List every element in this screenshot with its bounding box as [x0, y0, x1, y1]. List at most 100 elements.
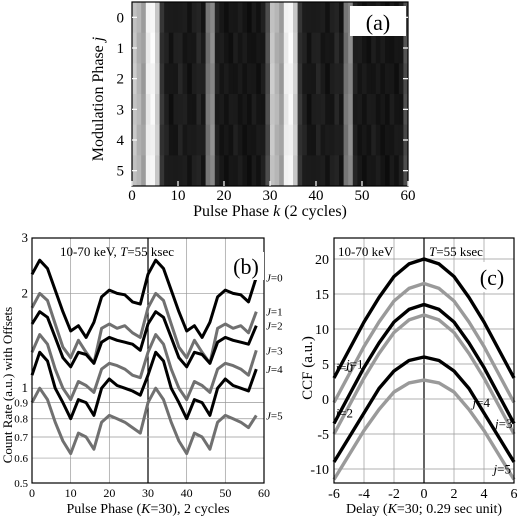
- heatmap-cell: [251, 124, 257, 156]
- heatmap-cell: [316, 32, 321, 64]
- heatmap-cell: [283, 32, 289, 64]
- heatmap-cell: [357, 155, 363, 187]
- heatmap-cell: [228, 63, 234, 95]
- heatmap-cell: [173, 63, 179, 95]
- heatmap-cell: [182, 2, 188, 34]
- ytick-label: 5: [117, 164, 125, 180]
- heatmap-cell: [274, 155, 280, 187]
- heatmap-cell: [145, 32, 151, 64]
- heatmap-cell: [279, 32, 285, 64]
- ytick-label: -10: [310, 463, 329, 478]
- heatmap-cell: [242, 2, 248, 34]
- heatmap-cell: [302, 124, 308, 156]
- heatmap-cell: [297, 32, 303, 64]
- heatmap-cell: [306, 2, 312, 34]
- series-label: J=2: [266, 321, 283, 333]
- heatmap-cell: [256, 155, 262, 187]
- heatmap-cell: [329, 63, 335, 95]
- heatmap-cell: [306, 63, 312, 95]
- heatmap-cell: [191, 63, 197, 95]
- heatmap-cell: [178, 124, 183, 156]
- heatmap-cell: [214, 63, 220, 95]
- heatmap-cell: [270, 94, 275, 126]
- heatmap-cell: [205, 124, 211, 156]
- heatmap-cell: [352, 94, 358, 126]
- heatmap-cell: [293, 63, 298, 95]
- series-label: j=3: [493, 416, 512, 431]
- ytick-label: 15: [315, 288, 329, 303]
- heatmap-cell: [224, 2, 229, 34]
- heatmap-cell: [302, 63, 308, 95]
- heatmap-cell: [316, 63, 321, 95]
- heatmap-cell: [389, 124, 395, 156]
- heatmap-cell: [371, 63, 377, 95]
- heatmap-cell: [219, 63, 225, 95]
- heatmap-cell: [247, 32, 252, 64]
- heatmap-cell: [260, 94, 266, 126]
- heatmap-cell: [233, 155, 239, 187]
- heatmap-cell: [375, 155, 381, 187]
- ytick-label: 1: [22, 380, 29, 395]
- heatmap-cell: [187, 2, 193, 34]
- heatmap-cell: [380, 32, 386, 64]
- series-line: [30, 258, 258, 339]
- panel-b: Count Rate (a.u.) with Offsets 10-70 keV…: [0, 230, 283, 517]
- heatmap-cell: [348, 63, 354, 95]
- heatmap-cell: [141, 155, 147, 187]
- xtick-label: 40: [309, 188, 324, 204]
- heatmap-cell: [210, 124, 216, 156]
- heatmap-cell: [242, 94, 248, 126]
- heatmap-cell: [224, 32, 229, 64]
- series-line: [30, 386, 258, 456]
- heatmap-cell: [297, 2, 303, 34]
- heatmap-cell: [288, 155, 294, 187]
- xtick-label: -6: [328, 487, 340, 502]
- heatmap-cell: [265, 155, 271, 187]
- heatmap-cell: [178, 63, 183, 95]
- heatmap-cell: [297, 94, 303, 126]
- heatmap-cell: [164, 32, 170, 64]
- heatmap-cell: [288, 124, 294, 156]
- panel-c-label-box: [472, 262, 512, 292]
- heatmap-cell: [366, 32, 372, 64]
- heatmap-cell: [242, 124, 248, 156]
- heatmap-cell: [380, 63, 386, 95]
- heatmap-cell: [219, 94, 225, 126]
- heatmap-cell: [205, 32, 211, 64]
- heatmap-cell: [325, 2, 331, 34]
- heatmap-cell: [334, 63, 340, 95]
- heatmap-cell: [329, 32, 335, 64]
- ytick-label: -5: [317, 428, 329, 443]
- heatmap-cell: [385, 94, 390, 126]
- heatmap-cell: [155, 63, 160, 95]
- panel-c-yticks: -10 -5 0 5 10 15 20: [310, 253, 329, 478]
- heatmap-cell: [256, 32, 262, 64]
- heatmap-cell: [329, 155, 335, 187]
- heatmap-cell: [380, 124, 386, 156]
- heatmap-cell: [237, 2, 243, 34]
- heatmap-cell: [224, 155, 229, 187]
- ytick-label: 0: [117, 10, 125, 26]
- heatmap-cell: [270, 124, 275, 156]
- heatmap-cell: [389, 63, 395, 95]
- panel-c-annotation-left: 10-70 keV: [338, 244, 394, 259]
- heatmap-cell: [371, 32, 377, 64]
- panel-a-ylabel: Modulation Phase j: [90, 36, 107, 161]
- heatmap-cell: [320, 155, 326, 187]
- heatmap-cell: [224, 124, 229, 156]
- series-line: [30, 291, 258, 365]
- panel-b-xlabel: Pulse Phase (K=30), 2 cycles: [66, 502, 229, 517]
- heatmap-cell: [279, 2, 285, 34]
- heatmap-cell: [205, 2, 211, 34]
- ytick-label: 0: [322, 393, 329, 408]
- heatmap-cell: [173, 94, 179, 126]
- heatmap-cell: [141, 124, 147, 156]
- heatmap-cell: [237, 32, 243, 64]
- heatmap-cell: [205, 155, 211, 187]
- heatmap-cell: [293, 32, 298, 64]
- heatmap-cell: [283, 63, 289, 95]
- heatmap-cell: [325, 63, 331, 95]
- ytick-label: 2: [22, 285, 29, 300]
- heatmap-cell: [343, 155, 349, 187]
- heatmap-cell: [343, 94, 349, 126]
